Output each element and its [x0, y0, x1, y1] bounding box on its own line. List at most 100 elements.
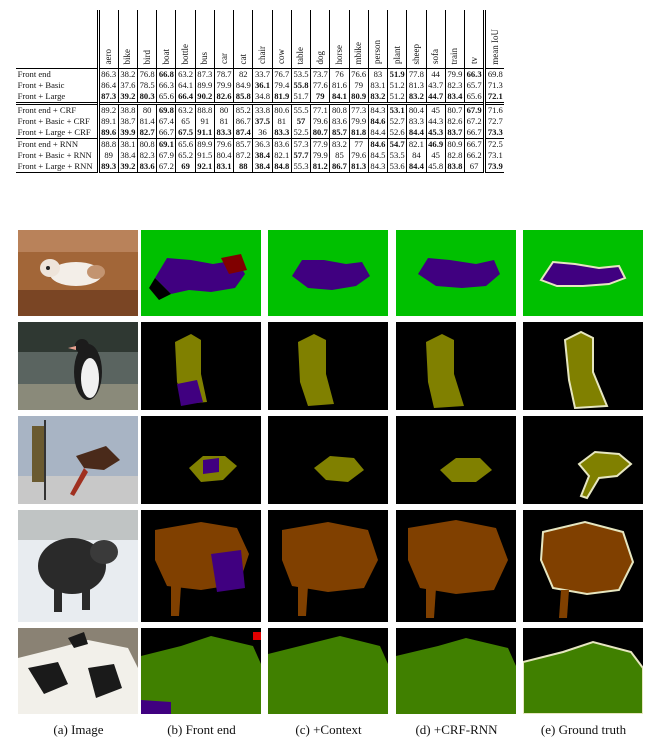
- column-header-label: sheep: [410, 43, 421, 65]
- cell-value: 80.9: [447, 139, 463, 150]
- cell-value: 72.1: [487, 91, 503, 102]
- cell-value: 81.3: [408, 80, 424, 91]
- image-bird: [18, 416, 138, 504]
- table-row: Front end + RNN 88.8 38.1 80.8 69.1 65.6 89.9 7…: [16, 138, 505, 150]
- cell-value: 83.3: [216, 127, 232, 138]
- cell-value: 63.2: [178, 105, 194, 116]
- table-cell: 36: [252, 127, 273, 139]
- cell-value: 85.2: [235, 105, 251, 116]
- cell-value: 84.4: [408, 127, 424, 138]
- image-dog: [18, 230, 138, 316]
- table-cell: 83.2: [367, 91, 388, 104]
- table-cell: 91.5: [194, 150, 215, 161]
- table-cell: 81.4: [136, 116, 157, 127]
- cell-value: 80.8: [331, 105, 347, 116]
- cell-value: 66.4: [178, 91, 194, 102]
- column-header: bird: [136, 10, 157, 69]
- column-header-label: boat: [160, 48, 171, 65]
- front-end-penguin: [141, 322, 261, 410]
- table-cell: 38.4: [252, 150, 273, 161]
- cell-value: 67: [469, 161, 479, 172]
- table-cell: 88.8: [194, 102, 215, 116]
- column-header: car: [213, 10, 234, 69]
- table-cell: 80.9: [348, 91, 369, 104]
- table-cell: 83.6: [329, 116, 350, 127]
- crfrnn-sheep: [396, 510, 516, 622]
- column-header-label: train: [449, 47, 460, 65]
- table-cell: 37.5: [252, 116, 273, 127]
- table-cell: 81: [213, 116, 234, 127]
- cell-value: 55.8: [293, 80, 309, 91]
- table-cell: 63.2: [175, 102, 196, 116]
- cell-value: 36.1: [255, 80, 271, 91]
- cell-value: 77.3: [351, 105, 367, 116]
- table-cell: 84.4: [367, 127, 388, 139]
- table-cell: 84.8: [271, 161, 292, 173]
- cell-value: 53.5: [293, 69, 309, 80]
- cell-value: 38.4: [255, 161, 271, 172]
- table-cell: 83.8: [444, 161, 465, 173]
- cell-value: 77.8: [408, 69, 424, 80]
- column-header: bike: [117, 10, 138, 69]
- cell-value: 80: [142, 105, 152, 116]
- image-penguin: [18, 322, 138, 410]
- cell-value: 65: [181, 116, 190, 127]
- cell-value: 67.9: [158, 150, 174, 161]
- table-cell: 81.3: [348, 161, 369, 173]
- table-cell: 76.6: [348, 68, 369, 80]
- cell-value: 63.2: [178, 69, 194, 80]
- cell-value: 85.7: [331, 127, 347, 138]
- column-header: boat: [156, 10, 176, 69]
- table-cell: 83.6: [136, 161, 157, 173]
- cell-value: 76.6: [351, 69, 367, 80]
- context-dog: [268, 230, 388, 316]
- table-cell: 80: [136, 102, 157, 116]
- table-cell: 77.8: [406, 68, 427, 80]
- table-cell: 38.7: [117, 116, 138, 127]
- column-header-label: tv: [468, 57, 479, 65]
- table-row: Front + Basic + CRF 89.1 38.7 81.4 67.4 65 91 8…: [16, 116, 505, 127]
- cell-value: 67.5: [178, 127, 194, 138]
- cell-value: 79.4: [274, 80, 290, 91]
- table-cell: 82.8: [444, 150, 465, 161]
- table-cell: 44.7: [425, 91, 446, 104]
- table-cell: 71.6: [483, 102, 505, 116]
- cell-value: 38.4: [255, 150, 271, 161]
- table-cell: 80.6: [271, 102, 292, 116]
- column-header: bus: [194, 10, 215, 69]
- column-header-label: horse: [333, 44, 344, 65]
- cell-value: 38.8: [120, 105, 136, 116]
- row-label: Front + Basic: [17, 80, 65, 91]
- table-cell: 66.3: [156, 80, 176, 91]
- table-cell: 66.2: [463, 150, 485, 161]
- cell-value: 88.8: [197, 105, 213, 116]
- table-cell: 53.6: [387, 161, 407, 173]
- column-header: sheep: [406, 10, 427, 69]
- table-cell: 81.2: [310, 161, 330, 173]
- front-end-bird: [141, 416, 261, 504]
- cell-value: 84.8: [274, 161, 290, 172]
- cell-value: 89.6: [101, 127, 117, 138]
- cell-value: 87.3: [197, 69, 213, 80]
- table-cell: 67.5: [175, 127, 196, 139]
- cell-value: 67.9: [466, 105, 482, 116]
- caption-ground-truth: (e) Ground truth: [540, 722, 627, 737]
- cell-value: 39.2: [120, 91, 136, 102]
- cell-value: 83.6: [331, 116, 347, 127]
- table-cell: 87.3: [194, 68, 215, 80]
- table-cell: 73.1: [483, 150, 505, 161]
- table-cell: 72.7: [483, 116, 505, 127]
- cell-value: 79.9: [351, 116, 367, 127]
- column-header-label: chair: [257, 46, 268, 65]
- cell-value: 79.6: [312, 116, 328, 127]
- cell-value: 45: [431, 105, 440, 116]
- cell-value: 80.4: [216, 150, 232, 161]
- row-label: Front + Basic + CRF: [17, 116, 90, 127]
- cell-value: 72.7: [487, 116, 503, 127]
- cell-value: 83.2: [408, 91, 424, 102]
- results-table: aero bike bird boat bottle bus car cat chair cow t…: [16, 10, 505, 173]
- cell-value: 79: [354, 80, 363, 91]
- cell-value: 51.9: [389, 69, 405, 80]
- column-header: chair: [252, 10, 273, 69]
- table-cell: 83.1: [367, 80, 388, 91]
